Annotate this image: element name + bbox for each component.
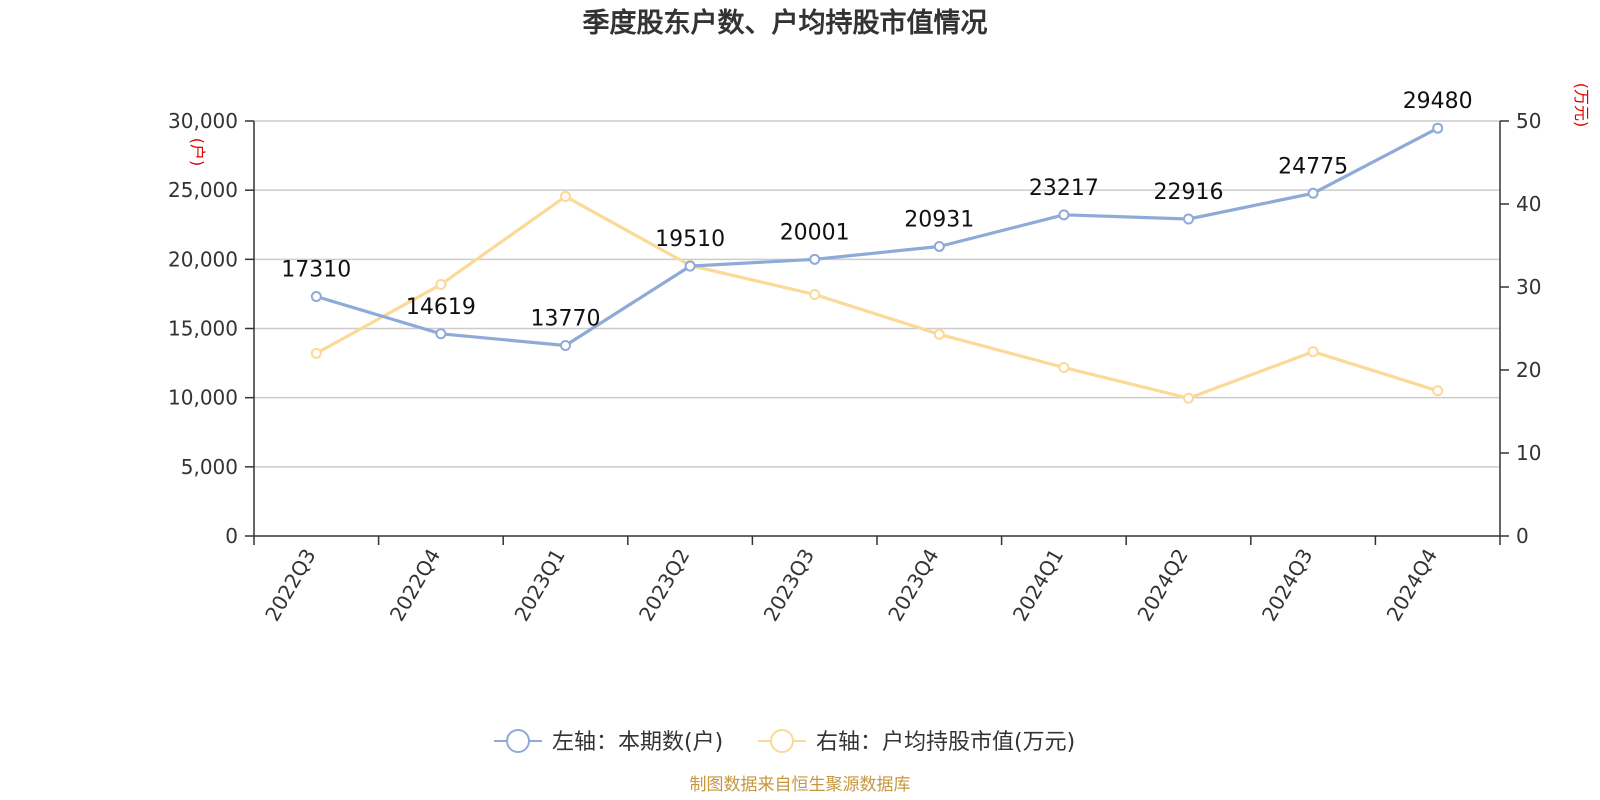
- left-tick-label: 25,000: [168, 178, 238, 202]
- right-axis-unit: (万元): [1572, 83, 1591, 128]
- data-point-left: [1307, 187, 1319, 199]
- data-point-left: [310, 291, 322, 303]
- right-tick-label: 10: [1516, 441, 1541, 465]
- x-tick-label: 2024Q1: [1008, 545, 1068, 626]
- right-tick-label: 40: [1516, 192, 1541, 216]
- left-tick-label: 30,000: [168, 109, 238, 133]
- data-label: 23217: [1029, 176, 1099, 201]
- right-tick-label: 30: [1516, 275, 1541, 299]
- data-label: 20001: [780, 220, 850, 245]
- data-point-left: [809, 253, 821, 265]
- gridlines: [254, 120, 1500, 468]
- data-point-right: [1307, 346, 1319, 358]
- data-point-right: [310, 347, 322, 359]
- data-label: 22916: [1154, 180, 1224, 205]
- data-label: 19510: [655, 227, 725, 252]
- x-tick-label: 2023Q3: [759, 545, 819, 626]
- data-point-right: [1058, 362, 1070, 374]
- data-point-right: [1183, 392, 1194, 404]
- legend-label: 左轴：本期数(户): [552, 730, 723, 755]
- data-point-left: [684, 260, 696, 272]
- data-point-right: [435, 279, 447, 291]
- x-tick-label: 2022Q4: [385, 545, 445, 626]
- data-label: 29480: [1403, 89, 1473, 114]
- x-tick-label: 2023Q4: [883, 545, 943, 626]
- legend-marker: [506, 729, 530, 753]
- right-tick-label: 0: [1516, 524, 1529, 548]
- data-label: 20931: [904, 207, 974, 232]
- data-source: 制图数据来自恒生聚源数据库: [690, 775, 911, 795]
- data-label: 24775: [1278, 154, 1348, 179]
- right-tick-label: 50: [1516, 109, 1541, 133]
- series-line-left: [315, 126, 1439, 348]
- left-tick-label: 0: [225, 524, 238, 548]
- data-label: 14619: [406, 295, 476, 320]
- chart-title: 季度股东户数、户均持股市值情况: [583, 7, 988, 39]
- left-tick-label: 10,000: [168, 386, 238, 410]
- data-point-left: [1432, 122, 1444, 134]
- x-tick-label: 2023Q1: [509, 545, 569, 626]
- right-tick-label: 20: [1516, 358, 1541, 382]
- data-point-left: [435, 328, 447, 340]
- legend-label: 右轴：户均持股市值(万元): [816, 730, 1075, 755]
- x-tick-label: 2022Q3: [260, 545, 320, 626]
- data-point-left: [933, 240, 945, 252]
- data-point-left: [1183, 213, 1194, 225]
- data-point-right: [560, 191, 571, 203]
- data-point-right: [809, 288, 821, 300]
- data-point-right: [1432, 385, 1444, 397]
- legend-marker: [770, 729, 794, 753]
- left-tick-label: 20,000: [168, 247, 238, 271]
- data-point-right: [933, 328, 945, 340]
- data-label: 17310: [281, 258, 351, 283]
- data-label: 13770: [531, 307, 601, 332]
- x-tick-label: 2023Q2: [634, 545, 694, 626]
- data-point-left: [560, 340, 571, 352]
- left-tick-label: 15,000: [168, 317, 238, 341]
- series-layer: 17310 14619 13770 19510 20001 20931 23217 22916…: [281, 89, 1473, 404]
- x-tick-label: 2024Q3: [1257, 545, 1317, 626]
- left-axis-unit: (户): [188, 138, 207, 167]
- data-point-left: [1058, 209, 1070, 221]
- axes: 0 5,000 10,000 15,000 20,000 25,000 30,000 0 10 2…: [168, 109, 1541, 625]
- x-tick-label: 2024Q4: [1382, 545, 1442, 626]
- legend[interactable]: 左轴：本期数(户) 右轴：户均持股市值(万元): [494, 729, 1075, 755]
- series-line-right: [315, 194, 1439, 400]
- left-tick-label: 5,000: [181, 455, 238, 479]
- x-tick-label: 2024Q2: [1132, 545, 1192, 626]
